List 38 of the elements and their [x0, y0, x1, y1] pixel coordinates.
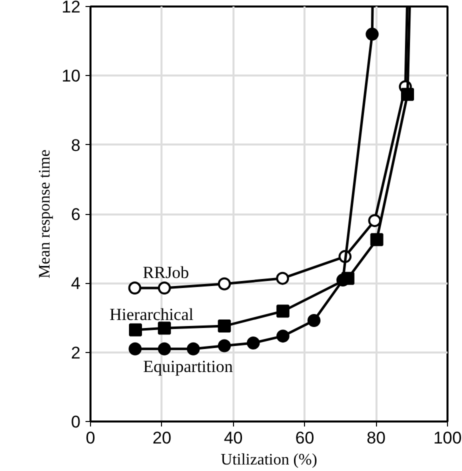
point	[158, 342, 171, 356]
point	[218, 320, 231, 333]
point	[276, 330, 290, 343]
y-tick-label: 12	[62, 0, 81, 16]
point	[276, 272, 290, 285]
y-axis-title: Mean response time	[36, 150, 54, 278]
point	[158, 322, 171, 335]
series-label: Hierarchical	[109, 304, 194, 324]
point	[218, 339, 231, 352]
y-tick-label: 0	[71, 412, 81, 432]
point	[128, 282, 142, 294]
point	[336, 274, 350, 287]
point	[218, 277, 231, 290]
y-tick-label: 10	[62, 66, 81, 86]
point	[307, 314, 320, 328]
x-tick-label: 20	[152, 428, 172, 448]
series-label: RRJob	[142, 263, 190, 282]
point	[186, 342, 200, 356]
x-tick-label: 0	[86, 428, 96, 448]
x-tick-label: 40	[224, 428, 243, 448]
series-label: Equipartition	[143, 356, 234, 376]
point	[158, 282, 171, 294]
point	[128, 323, 142, 336]
x-axis-title: Utilization (%)	[220, 452, 318, 468]
point	[368, 214, 382, 228]
y-tick-label: 2	[71, 343, 81, 362]
point	[246, 336, 260, 350]
x-tick-label: 80	[366, 428, 386, 448]
point	[401, 88, 414, 101]
y-tick-label: 4	[71, 274, 81, 294]
y-tick-label: 6	[71, 205, 81, 224]
x-tick-label: 100	[433, 428, 462, 448]
point	[128, 342, 142, 356]
point	[276, 304, 290, 318]
point	[366, 28, 379, 41]
point	[370, 233, 384, 246]
y-tick-label: 8	[71, 136, 81, 155]
x-tick-label: 60	[295, 428, 314, 448]
